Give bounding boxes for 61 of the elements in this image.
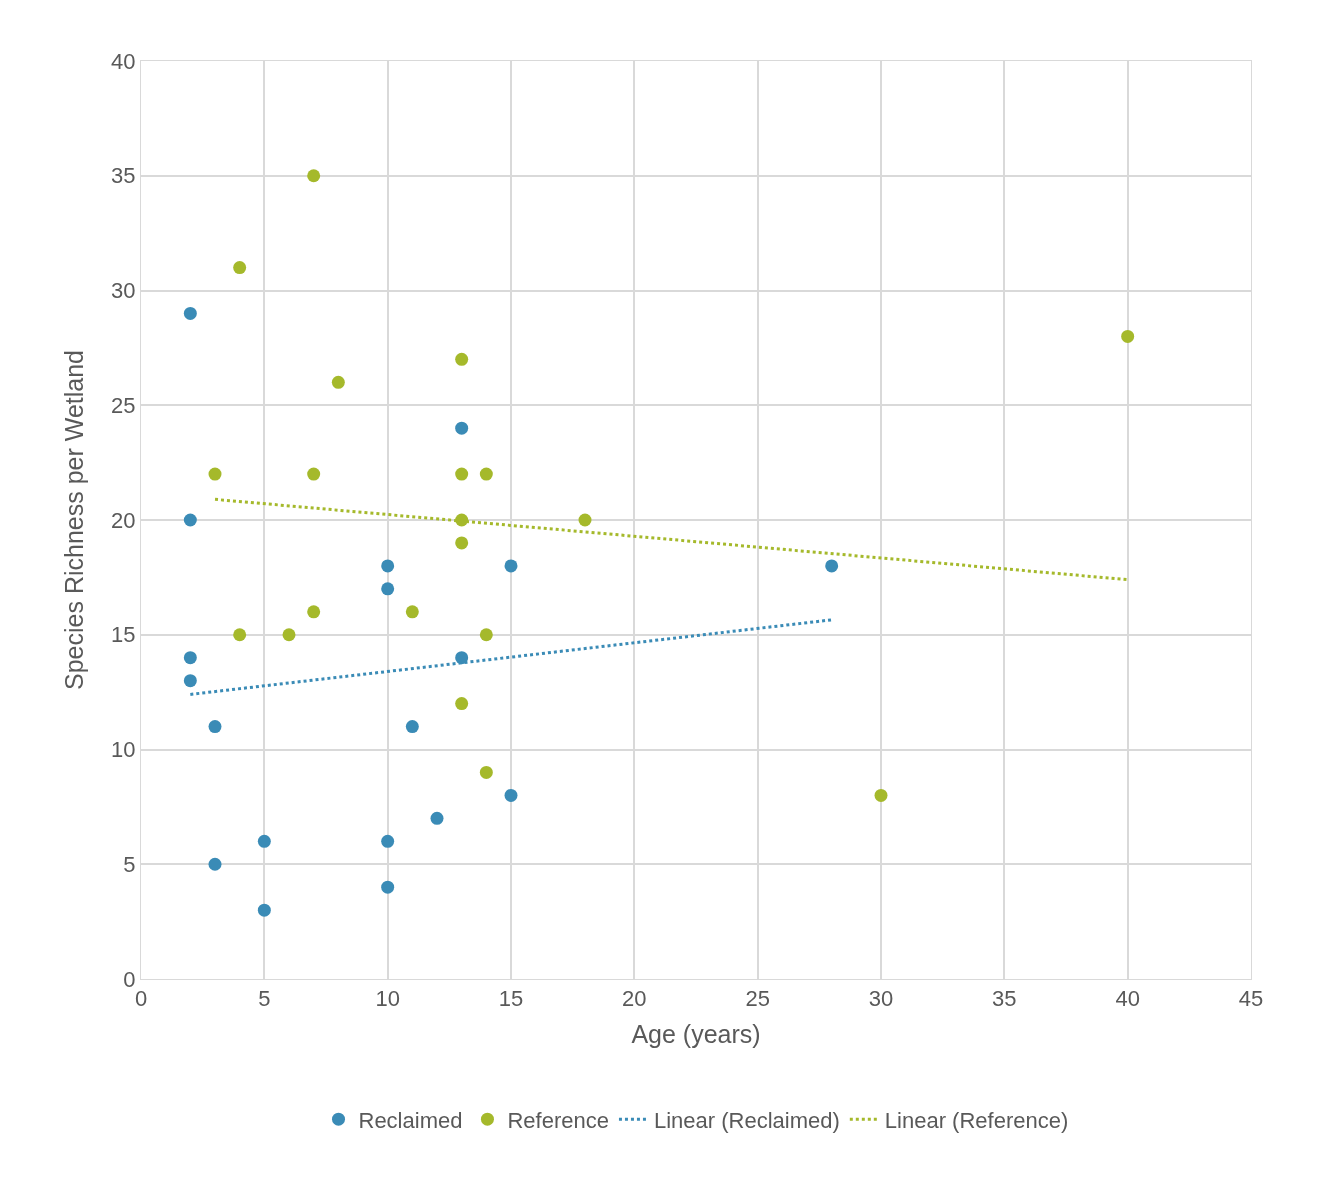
y-tick-label: 20 bbox=[111, 507, 136, 533]
point bbox=[381, 880, 395, 894]
point bbox=[479, 765, 493, 779]
point bbox=[504, 559, 518, 573]
legend-label: Linear (Reference) bbox=[884, 1107, 1069, 1133]
y-tick-label: 0 bbox=[123, 966, 136, 992]
point bbox=[183, 306, 197, 320]
y-tick-label: 10 bbox=[111, 737, 136, 763]
legend-label: Linear (Reclaimed) bbox=[653, 1107, 840, 1133]
legend-label: Reclaimed bbox=[358, 1107, 463, 1133]
point bbox=[1121, 329, 1135, 343]
point bbox=[455, 697, 469, 711]
y-tick-label: 30 bbox=[111, 278, 136, 304]
point bbox=[381, 559, 395, 573]
y-tick-label: 15 bbox=[111, 622, 136, 648]
point bbox=[405, 605, 419, 619]
x-tick-label: 20 bbox=[622, 986, 647, 1012]
x-tick-label: 45 bbox=[1238, 986, 1264, 1012]
point bbox=[307, 169, 321, 183]
point bbox=[233, 628, 247, 642]
x-tick-label: 30 bbox=[868, 986, 894, 1012]
point bbox=[825, 559, 839, 573]
point bbox=[504, 788, 518, 802]
x-axis-title: Age (years) bbox=[631, 1020, 761, 1049]
point bbox=[183, 674, 197, 688]
point bbox=[257, 834, 271, 848]
point bbox=[257, 903, 271, 917]
point bbox=[183, 651, 197, 665]
point bbox=[455, 352, 469, 366]
point bbox=[430, 811, 444, 825]
point bbox=[208, 857, 222, 871]
x-tick-label: 25 bbox=[745, 986, 770, 1012]
point bbox=[455, 467, 469, 481]
point bbox=[183, 513, 197, 527]
point bbox=[208, 467, 222, 481]
y-tick-label: 40 bbox=[111, 48, 136, 74]
x-tick-label: 35 bbox=[992, 986, 1017, 1012]
x-tick-label: 15 bbox=[498, 986, 524, 1012]
y-axis-title: Species Richness per Wetland bbox=[59, 350, 88, 690]
x-tick-label: 10 bbox=[375, 986, 400, 1012]
point bbox=[405, 720, 419, 734]
y-tick-label: 35 bbox=[111, 163, 136, 189]
point bbox=[208, 720, 222, 734]
point bbox=[381, 582, 395, 596]
point bbox=[479, 467, 493, 481]
point bbox=[331, 375, 345, 389]
x-tick-label: 5 bbox=[258, 986, 271, 1012]
legend-label: Reference bbox=[507, 1107, 609, 1133]
point bbox=[381, 834, 395, 848]
y-tick-label: 5 bbox=[123, 851, 136, 877]
point bbox=[578, 513, 592, 527]
y-tick-label: 25 bbox=[111, 392, 136, 418]
point bbox=[307, 467, 321, 481]
point bbox=[282, 628, 296, 642]
point bbox=[455, 421, 469, 435]
x-tick-label: 40 bbox=[1115, 986, 1140, 1012]
point bbox=[479, 628, 493, 642]
point bbox=[307, 605, 321, 619]
point bbox=[874, 788, 888, 802]
point bbox=[455, 536, 469, 550]
point bbox=[233, 261, 247, 275]
